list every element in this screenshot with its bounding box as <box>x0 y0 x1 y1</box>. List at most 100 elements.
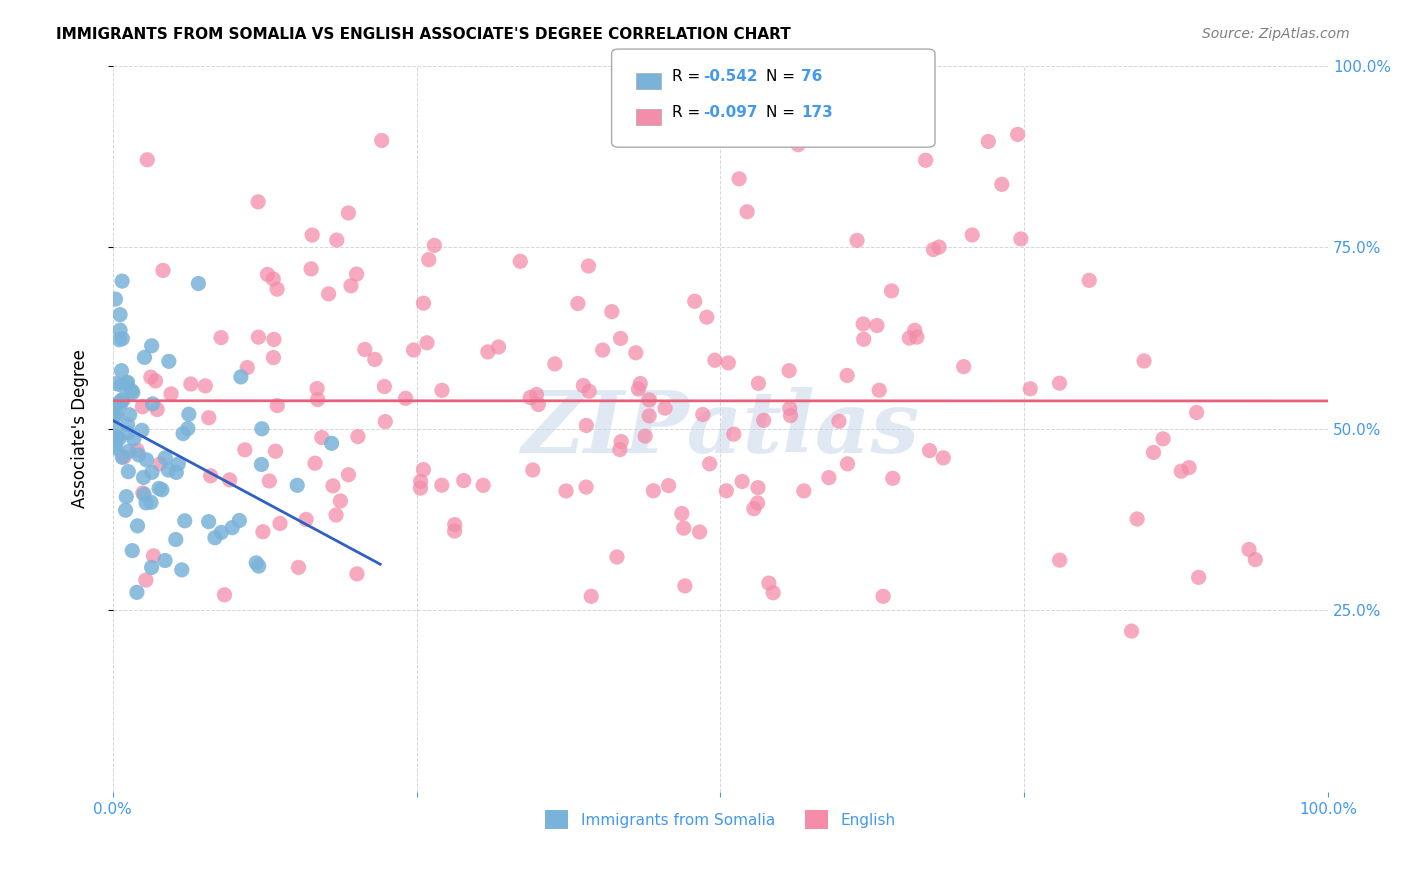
Point <box>918 443 941 458</box>
Point <box>374 415 396 429</box>
Point <box>148 482 170 496</box>
Point <box>108 432 131 446</box>
Point <box>412 462 434 476</box>
Point <box>673 579 696 593</box>
Point <box>263 333 285 347</box>
Point <box>672 521 695 535</box>
Point <box>671 507 693 521</box>
Point <box>105 376 128 391</box>
Point <box>488 340 510 354</box>
Point <box>852 317 875 331</box>
Point <box>247 194 270 209</box>
Point <box>110 393 132 408</box>
Point <box>416 335 439 350</box>
Point <box>575 418 598 433</box>
Point <box>526 387 548 401</box>
Point <box>747 376 769 391</box>
Text: -0.542: -0.542 <box>703 70 758 84</box>
Point <box>634 429 657 443</box>
Text: 76: 76 <box>801 70 823 84</box>
Point <box>337 206 360 220</box>
Point <box>914 153 936 168</box>
Point <box>150 483 173 497</box>
Point <box>145 374 167 388</box>
Point <box>221 521 243 535</box>
Point <box>866 318 889 333</box>
Point <box>932 450 955 465</box>
Point <box>402 343 425 357</box>
Point <box>321 436 343 450</box>
Point <box>716 483 738 498</box>
Point <box>898 331 921 345</box>
Point <box>1178 460 1201 475</box>
Point <box>638 409 661 423</box>
Point <box>105 408 128 422</box>
Point <box>624 346 647 360</box>
Point <box>218 473 240 487</box>
Point <box>779 409 801 423</box>
Point <box>108 308 131 322</box>
Point <box>105 429 128 443</box>
Point <box>683 294 706 309</box>
Point <box>110 364 132 378</box>
Point <box>153 553 176 567</box>
Point <box>118 444 141 458</box>
Point <box>197 410 219 425</box>
Point <box>262 351 284 365</box>
Point <box>204 531 226 545</box>
Point <box>264 444 287 458</box>
Point <box>256 268 278 282</box>
Point <box>453 474 475 488</box>
Point <box>609 442 631 457</box>
Point <box>1049 553 1071 567</box>
Point <box>155 450 177 465</box>
Point <box>846 234 869 248</box>
Point <box>104 439 127 453</box>
Point <box>118 408 141 422</box>
Point <box>1121 624 1143 638</box>
Point <box>477 344 499 359</box>
Point <box>519 391 541 405</box>
Point <box>728 171 751 186</box>
Point <box>578 384 600 399</box>
Point <box>121 543 143 558</box>
Point <box>703 353 725 368</box>
Point <box>111 392 134 407</box>
Point <box>115 490 138 504</box>
Point <box>928 240 950 254</box>
Point <box>149 457 172 471</box>
Point <box>882 471 904 485</box>
Point <box>443 517 465 532</box>
Point <box>295 512 318 526</box>
Point <box>115 376 138 391</box>
Point <box>266 399 288 413</box>
Text: 173: 173 <box>801 105 834 120</box>
Point <box>742 501 765 516</box>
Point <box>128 448 150 462</box>
Point <box>430 384 453 398</box>
Point <box>103 409 125 423</box>
Point <box>1078 273 1101 287</box>
Point <box>600 304 623 318</box>
Point <box>114 503 136 517</box>
Point <box>121 385 143 400</box>
Point <box>152 263 174 277</box>
Y-axis label: Associate's Degree: Associate's Degree <box>72 350 89 508</box>
Point <box>699 457 721 471</box>
Point <box>136 153 159 167</box>
Point <box>747 481 769 495</box>
Point <box>108 323 131 337</box>
Point <box>307 382 329 396</box>
Point <box>952 359 974 374</box>
Point <box>1126 512 1149 526</box>
Point <box>250 458 273 472</box>
Point <box>752 413 775 427</box>
Point <box>117 425 139 440</box>
Point <box>592 343 614 357</box>
Point <box>141 339 163 353</box>
Point <box>134 351 156 365</box>
Point <box>423 238 446 252</box>
Point <box>627 382 650 396</box>
Point <box>104 420 127 434</box>
Text: IMMIGRANTS FROM SOMALIA VS ENGLISH ASSOCIATE'S DEGREE CORRELATION CHART: IMMIGRANTS FROM SOMALIA VS ENGLISH ASSOC… <box>56 27 792 42</box>
